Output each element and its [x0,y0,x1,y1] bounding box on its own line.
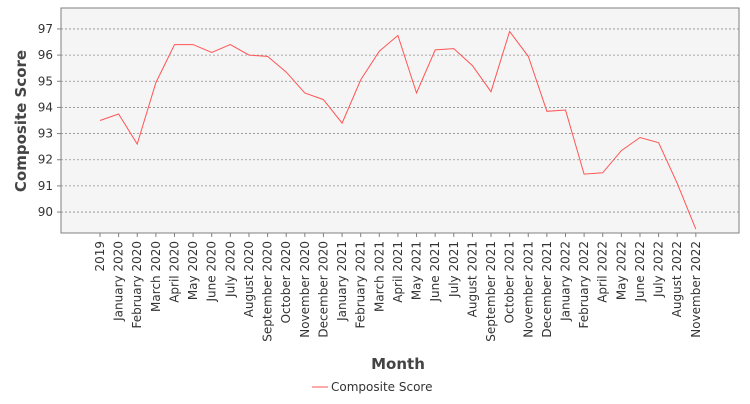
data-point [490,91,492,93]
x-tick-label: September 2021 [484,241,498,342]
data-point [434,49,436,51]
data-point [397,34,399,36]
x-tick-label: October 2021 [503,241,517,323]
x-tick-label: November 2021 [521,241,535,338]
y-axis-label: Composite Score [12,50,30,192]
data-point [248,54,250,56]
x-axis-ticks: 2019 January 2020 February 2020 March 2020 A… [93,233,703,342]
x-tick-label: April 2020 [167,241,181,303]
data-point [602,172,604,174]
data-point [192,43,194,45]
x-tick-label: February 2020 [130,241,144,329]
data-point [211,51,213,53]
x-tick-label: September 2020 [261,241,275,342]
data-point [453,47,455,49]
x-tick-label: February 2022 [577,241,591,329]
x-tick-label: December 2020 [316,241,330,338]
legend-label-composite-score: Composite Score [331,380,432,394]
data-point [155,81,157,83]
x-tick-label: August 2022 [670,241,684,317]
x-tick-label: January 2022 [559,241,573,322]
grid-lines [61,28,739,213]
data-point [136,143,138,145]
x-tick-label: November 2020 [298,241,312,338]
x-tick-label: June 2020 [205,241,219,303]
data-point [322,98,324,100]
data-point [546,110,548,112]
data-point [583,173,585,175]
y-tick-label: 90 [38,205,53,219]
y-tick-label: 92 [38,153,53,167]
x-tick-label: June 2022 [633,241,647,303]
x-tick-label: June 2021 [428,241,442,303]
series-line-composite-score [99,30,697,230]
x-tick-label: November 2022 [689,241,703,338]
x-tick-label: May 2022 [614,241,628,300]
y-axis-ticks: 90 91 92 93 94 95 96 97 [38,22,61,219]
data-point [359,79,361,81]
data-point [117,113,119,115]
x-tick-label: July 2022 [652,241,666,298]
data-point [415,92,417,94]
x-tick-label: August 2021 [465,241,479,317]
x-tick-label: January 2021 [335,241,349,322]
x-tick-label: April 2022 [596,241,610,303]
x-tick-label: February 2021 [354,241,368,329]
data-point [266,55,268,57]
x-tick-label: January 2020 [112,241,126,322]
x-tick-label: May 2020 [186,241,200,300]
data-point [378,50,380,52]
y-tick-label: 91 [38,179,53,193]
data-point [564,109,566,111]
x-tick-label: March 2021 [372,241,386,312]
data-point [304,92,306,94]
y-tick-label: 94 [38,100,53,114]
data-point [99,119,101,121]
x-tick-label: 2019 [93,241,107,272]
y-tick-label: 97 [38,22,53,36]
x-tick-label: August 2020 [242,241,256,317]
x-tick-label: July 2020 [223,241,237,298]
data-point [695,228,697,230]
x-tick-label: December 2021 [540,241,554,338]
data-point [508,30,510,32]
y-tick-label: 96 [38,48,53,62]
y-tick-label: 93 [38,127,53,141]
data-point [527,55,529,57]
y-tick-label: 95 [38,74,53,88]
data-point [657,142,659,144]
data-point [676,182,678,184]
x-axis-label: Month [371,355,425,373]
data-point [639,136,641,138]
x-tick-label: October 2020 [279,241,293,323]
x-tick-label: March 2020 [149,241,163,312]
x-tick-label: July 2021 [447,241,461,298]
legend: Composite Score [312,380,432,394]
x-tick-label: April 2021 [391,241,405,303]
data-point [285,71,287,73]
series-layer [99,30,697,230]
data-point [173,43,175,45]
data-point [620,149,622,151]
data-point [229,43,231,45]
x-tick-label: May 2021 [410,241,424,300]
data-point [471,64,473,66]
data-point [341,122,343,124]
